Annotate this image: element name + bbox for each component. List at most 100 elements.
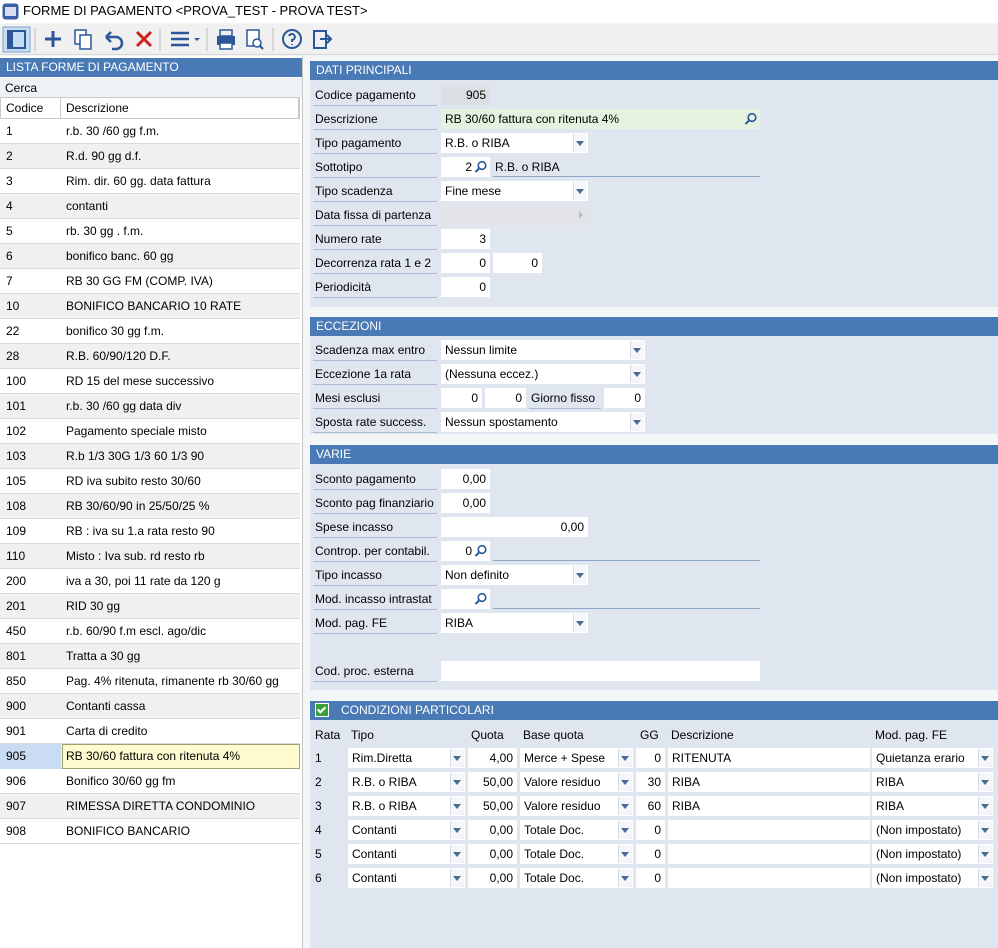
- dropdown[interactable]: Contanti: [348, 868, 465, 888]
- dropdown-arrow: [576, 141, 584, 146]
- input-field[interactable]: [441, 661, 760, 681]
- dropdown[interactable]: Nessun spostamento: [441, 412, 645, 432]
- row-description: RB 30/60 fattura con ritenuta 4%: [66, 746, 240, 766]
- dropdown[interactable]: RIBA: [872, 796, 993, 816]
- input-field[interactable]: 0: [636, 748, 665, 768]
- dropdown[interactable]: Totale Doc.: [520, 868, 633, 888]
- input-field[interactable]: 3: [441, 229, 490, 249]
- row-description: RD 15 del mese successivo: [66, 371, 214, 391]
- column-header: Base quota: [523, 725, 584, 745]
- input-field[interactable]: 0: [493, 253, 542, 273]
- section-header: ECCEZIONI: [310, 317, 998, 336]
- column-divider: [298, 97, 299, 119]
- input-field[interactable]: [668, 868, 870, 888]
- input-field[interactable]: 0,00: [468, 844, 517, 864]
- dropdown[interactable]: (Nessuna eccez.): [441, 364, 645, 384]
- dropdown[interactable]: Valore residuo: [520, 772, 633, 792]
- row-description: iva a 30, poi 11 rate da 120 g: [66, 571, 221, 591]
- row-description: R.b 1/3 30G 1/3 60 1/3 90: [66, 446, 204, 466]
- row-code: 201: [6, 596, 26, 616]
- linked-text: [493, 541, 760, 561]
- input-field[interactable]: 0: [636, 868, 665, 888]
- list-row[interactable]: [0, 719, 300, 744]
- field-label: Mesi esclusi: [313, 388, 437, 409]
- dropdown[interactable]: Non definito: [441, 565, 588, 585]
- row-code: 801: [6, 646, 26, 666]
- search-field[interactable]: Cerca: [0, 78, 302, 98]
- input-field[interactable]: [668, 820, 870, 840]
- row-description: bonifico banc. 60 gg: [66, 246, 173, 266]
- input-field[interactable]: 50,00: [468, 772, 517, 792]
- input-field[interactable]: 0,00: [441, 469, 490, 489]
- input-field[interactable]: 0,00: [468, 820, 517, 840]
- dropdown[interactable]: Totale Doc.: [520, 820, 633, 840]
- dropdown[interactable]: RIBA: [872, 772, 993, 792]
- input-field[interactable]: 0,00: [468, 868, 517, 888]
- column-divider: [60, 97, 61, 119]
- list-row[interactable]: [0, 594, 300, 619]
- input-field[interactable]: 0: [604, 388, 645, 408]
- input-field[interactable]: 0: [441, 253, 490, 273]
- list-row[interactable]: [0, 219, 300, 244]
- input-field[interactable]: 0,00: [441, 493, 490, 513]
- dropdown-arrow: [576, 573, 584, 578]
- search-button[interactable]: [473, 543, 489, 559]
- row-code: 905: [6, 746, 26, 766]
- field-label: Sottotipo: [313, 157, 437, 178]
- input-field[interactable]: 50,00: [468, 796, 517, 816]
- row-code: 110: [6, 546, 25, 566]
- row-description: BONIFICO BANCARIO 10 RATE: [66, 296, 241, 316]
- dropdown[interactable]: Merce + Spese: [520, 748, 633, 768]
- dropdown-arrow: [453, 756, 461, 761]
- list-row[interactable]: [0, 644, 300, 669]
- input-field[interactable]: 0: [485, 388, 526, 408]
- dropdown[interactable]: R.B. o RIBA: [348, 796, 465, 816]
- row-code: 109: [6, 521, 26, 541]
- input-field[interactable]: 4,00: [468, 748, 517, 768]
- search-button[interactable]: [743, 111, 759, 127]
- input-field[interactable]: 0,00: [441, 517, 588, 537]
- dropdown[interactable]: R.B. o RIBA: [441, 133, 588, 153]
- input-field[interactable]: 0: [636, 820, 665, 840]
- input-field[interactable]: 30: [636, 772, 665, 792]
- row-description: Misto : Iva sub. rd resto rb: [66, 546, 205, 566]
- dropdown[interactable]: (Non impostato): [872, 868, 993, 888]
- input-field[interactable]: RIBA: [668, 772, 870, 792]
- column-header: Descrizione: [671, 725, 734, 745]
- input-field[interactable]: RB 30/60 fattura con ritenuta 4%: [441, 109, 760, 129]
- dropdown[interactable]: Totale Doc.: [520, 844, 633, 864]
- dropdown[interactable]: (Non impostato): [872, 820, 993, 840]
- input-field[interactable]: 0: [636, 844, 665, 864]
- dropdown-arrow: [981, 876, 989, 881]
- input-field[interactable]: RITENUTA: [668, 748, 870, 768]
- dropdown[interactable]: (Non impostato): [872, 844, 993, 864]
- dropdown[interactable]: Contanti: [348, 844, 465, 864]
- dropdown-arrow: [621, 804, 629, 809]
- dropdown[interactable]: Contanti: [348, 820, 465, 840]
- input-field[interactable]: 0: [441, 388, 482, 408]
- dropdown[interactable]: RIBA: [441, 613, 588, 633]
- row-code: 102: [6, 421, 26, 441]
- dropdown[interactable]: Quietanza erario: [872, 748, 993, 768]
- row-code: 1: [6, 121, 13, 141]
- search-button[interactable]: [473, 159, 489, 175]
- linked-text: [493, 589, 760, 609]
- input-field[interactable]: 0: [441, 277, 490, 297]
- row-description: R.d. 90 gg d.f.: [66, 146, 141, 166]
- search-button[interactable]: [473, 591, 489, 607]
- rata-number: 3: [315, 796, 322, 816]
- dropdown[interactable]: Rim.Diretta: [348, 748, 465, 768]
- field-label: Numero rate: [313, 229, 437, 250]
- dropdown[interactable]: Fine mese: [441, 181, 588, 201]
- list-row[interactable]: [0, 694, 300, 719]
- list-row[interactable]: [0, 194, 300, 219]
- dropdown[interactable]: Nessun limite: [441, 340, 645, 360]
- input-field[interactable]: 60: [636, 796, 665, 816]
- input-field[interactable]: RIBA: [668, 796, 870, 816]
- section-header: CONDIZIONI PARTICOLARI: [310, 701, 998, 720]
- input-field[interactable]: [668, 844, 870, 864]
- field-label: Sconto pag finanziario: [313, 493, 437, 514]
- dropdown[interactable]: R.B. o RIBA: [348, 772, 465, 792]
- list-row[interactable]: [0, 144, 300, 169]
- dropdown[interactable]: Valore residuo: [520, 796, 633, 816]
